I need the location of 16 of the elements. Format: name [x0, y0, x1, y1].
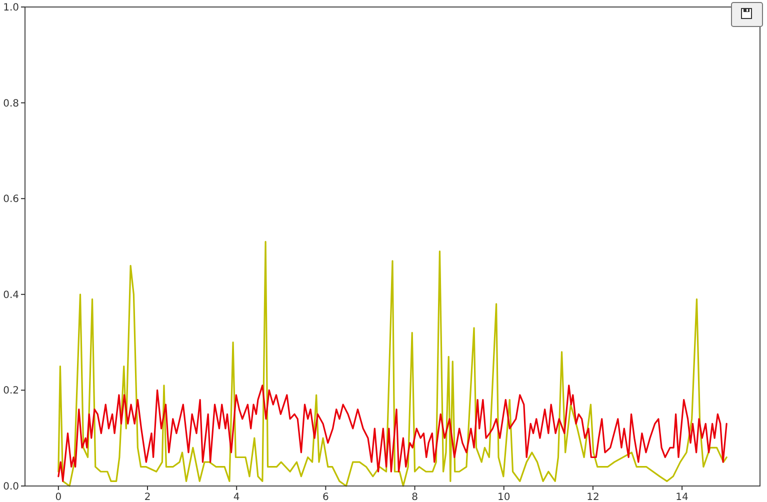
x-tick-label: 2: [144, 492, 151, 502]
y-tick-label: 0.0: [3, 482, 19, 492]
x-tick-label: 6: [322, 492, 329, 502]
x-tick-label: 4: [233, 492, 240, 502]
x-tick-label: 8: [412, 492, 418, 502]
y-tick-label: 0.4: [3, 290, 19, 301]
x-tick-label: 0: [55, 492, 62, 502]
y-tick-label: 0.2: [3, 386, 19, 397]
x-tick-label: 10: [497, 492, 510, 502]
y-tick-label: 1.0: [3, 2, 19, 14]
x-tick-label: 14: [676, 492, 688, 502]
y-tick-label: 0.8: [3, 98, 19, 110]
x-tick-label: 12: [586, 492, 600, 502]
line-series: [58, 384, 728, 482]
y-tick-label: 0.6: [3, 194, 19, 206]
line-series: [58, 240, 728, 487]
